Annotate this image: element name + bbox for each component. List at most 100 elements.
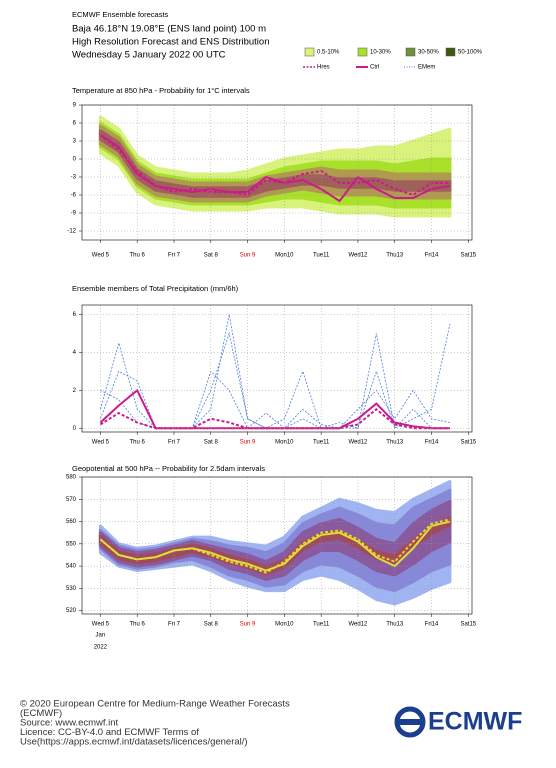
y-tick-label: 6 bbox=[73, 121, 77, 127]
y-tick-label: 520 bbox=[66, 608, 77, 614]
legend-label: Hres bbox=[317, 65, 330, 71]
legend-label: 0.5-10% bbox=[317, 50, 340, 56]
y-tick-label: -12 bbox=[67, 229, 76, 235]
legend-label: 10-30% bbox=[370, 50, 391, 56]
logo-bar bbox=[398, 719, 422, 725]
frame bbox=[81, 104, 473, 241]
plot-area bbox=[98, 479, 452, 606]
legend-label: 50-100% bbox=[458, 50, 483, 56]
x-tick-label: Wed12 bbox=[348, 253, 368, 259]
x-tick-label: Sun 9 bbox=[240, 440, 256, 446]
x-tick-label: Sat15 bbox=[460, 440, 476, 446]
y-tick-label: -3 bbox=[71, 175, 77, 181]
x-tick-label: Mon10 bbox=[275, 253, 294, 259]
y-tick-label: 560 bbox=[66, 519, 77, 525]
subtitle: High Resolution Forecast and ENS Distrib… bbox=[72, 37, 269, 48]
x-tick-label: Fri 7 bbox=[168, 440, 181, 446]
plot: 6 4 2 0 Wed 5 Thu 6 Fri 7 Sat 8 Sun 9 Mon10 Tue11 W… bbox=[73, 304, 477, 446]
band bbox=[98, 500, 452, 581]
location: Baja 46.18°N 19.08°E (ENS land point) 10… bbox=[72, 24, 266, 35]
y-tick-label: -6 bbox=[71, 193, 77, 199]
x-tick-label: Fri 7 bbox=[168, 622, 181, 628]
y-tick-label: 570 bbox=[66, 497, 77, 503]
legend-swatch bbox=[405, 47, 416, 57]
legend-label: 30-50% bbox=[418, 50, 439, 56]
x-tick-label: Mon10 bbox=[275, 622, 294, 628]
y-tick-label: 9 bbox=[73, 103, 77, 109]
series-line bbox=[99, 134, 451, 203]
x-tick-label: Sat 8 bbox=[204, 622, 219, 628]
band bbox=[98, 488, 452, 593]
x-tick-label: Tue11 bbox=[313, 622, 330, 628]
x-tick-label: Sun 9 bbox=[240, 622, 256, 628]
logo: ECMWF bbox=[394, 706, 522, 738]
x-tick-label: Thu13 bbox=[386, 253, 404, 259]
x-tick-label: Mon10 bbox=[275, 440, 294, 446]
x-tick-label: Tue11 bbox=[313, 440, 330, 446]
series-line bbox=[99, 407, 450, 430]
date: Wednesday 5 January 2022 00 UTC bbox=[72, 50, 226, 61]
footer-line: Source: www.ecmwf.int bbox=[20, 718, 119, 729]
series-line bbox=[99, 518, 451, 574]
y-tick-label: 550 bbox=[66, 541, 77, 547]
footer-line: (ECMWF) bbox=[20, 708, 62, 719]
legend-swatch bbox=[357, 47, 368, 57]
source: ECMWF Ensemble forecasts bbox=[72, 10, 169, 19]
y-tick-label: 580 bbox=[66, 475, 77, 481]
x-tick-label: Sat 8 bbox=[204, 440, 219, 446]
y-tick-label: 2 bbox=[73, 388, 77, 394]
x-tick-label: Wed 5 bbox=[92, 440, 110, 446]
panel-title: Ensemble members of Total Precipitation … bbox=[72, 284, 239, 293]
footer-line: © 2020 European Centre for Medium-Range … bbox=[20, 699, 290, 710]
legend-label: Ctrl bbox=[370, 65, 379, 71]
panel-title: Temperature at 850 hPa - Probability for… bbox=[72, 86, 250, 95]
x-tick-label: Fri 7 bbox=[168, 253, 181, 259]
x-date-note: 2022 bbox=[94, 645, 108, 651]
x-tick-label: Thu13 bbox=[386, 622, 404, 628]
x-tick-label: Fri14 bbox=[425, 440, 439, 446]
plot-area bbox=[98, 115, 452, 218]
x-tick-label: Thu 6 bbox=[130, 622, 146, 628]
series-line bbox=[99, 388, 450, 430]
series-line bbox=[99, 134, 450, 197]
footer-line: Use(https://apps.ecmwf.int/datasets/lice… bbox=[20, 737, 248, 748]
legend-swatch bbox=[304, 47, 315, 57]
x-tick-label: Fri14 bbox=[425, 622, 439, 628]
x-tick-label: Wed 5 bbox=[92, 253, 110, 259]
y-tick-label: 0 bbox=[73, 426, 77, 432]
y-tick-label: 540 bbox=[66, 564, 77, 570]
x-tick-label: Wed12 bbox=[348, 622, 368, 628]
x-tick-label: Fri14 bbox=[425, 253, 439, 259]
legend-swatch bbox=[445, 47, 456, 57]
y-tick-label: 6 bbox=[73, 312, 77, 318]
footer-line: Licence: CC-BY-4.0 and ECMWF Terms of bbox=[20, 727, 199, 738]
x-tick-label: Thu13 bbox=[386, 440, 404, 446]
x-tick-label: Thu 6 bbox=[130, 440, 146, 446]
y-tick-label: -9 bbox=[71, 211, 77, 217]
x-tick-label: Wed 5 bbox=[92, 622, 110, 628]
plot: 9 6 3 0 -3 -6 -9 -12 Wed 5 Thu 6 Fri 7 Sat 8 Sun 9 Mo… bbox=[67, 103, 476, 259]
x-date-note: Jan bbox=[96, 633, 106, 639]
y-tick-label: 4 bbox=[73, 350, 77, 356]
series-line bbox=[100, 331, 450, 430]
frame bbox=[81, 304, 473, 433]
logo-ring bbox=[394, 706, 426, 738]
x-tick-label: Tue11 bbox=[313, 253, 330, 259]
plot-area bbox=[99, 314, 451, 430]
x-tick-label: Sat15 bbox=[460, 622, 476, 628]
series-line bbox=[100, 314, 451, 429]
x-tick-label: Sat15 bbox=[460, 253, 476, 259]
y-tick-label: 530 bbox=[66, 586, 77, 592]
x-tick-label: Wed12 bbox=[348, 440, 368, 446]
x-tick-label: Sat 8 bbox=[204, 253, 219, 259]
x-tick-label: Sun 9 bbox=[240, 253, 256, 259]
logo-text: ECMWF bbox=[428, 708, 522, 736]
legend-label: EMem bbox=[418, 65, 435, 71]
panel-title: Geopotential at 500 hPa -- Probability f… bbox=[72, 464, 265, 473]
series-line bbox=[99, 520, 451, 572]
plot: 580 570 560 550 540 530 520 Wed 5 Thu 6 Fri 7 Sat … bbox=[66, 475, 477, 651]
band bbox=[98, 516, 452, 576]
y-tick-label: 0 bbox=[73, 157, 77, 163]
x-tick-label: Thu 6 bbox=[130, 253, 146, 259]
